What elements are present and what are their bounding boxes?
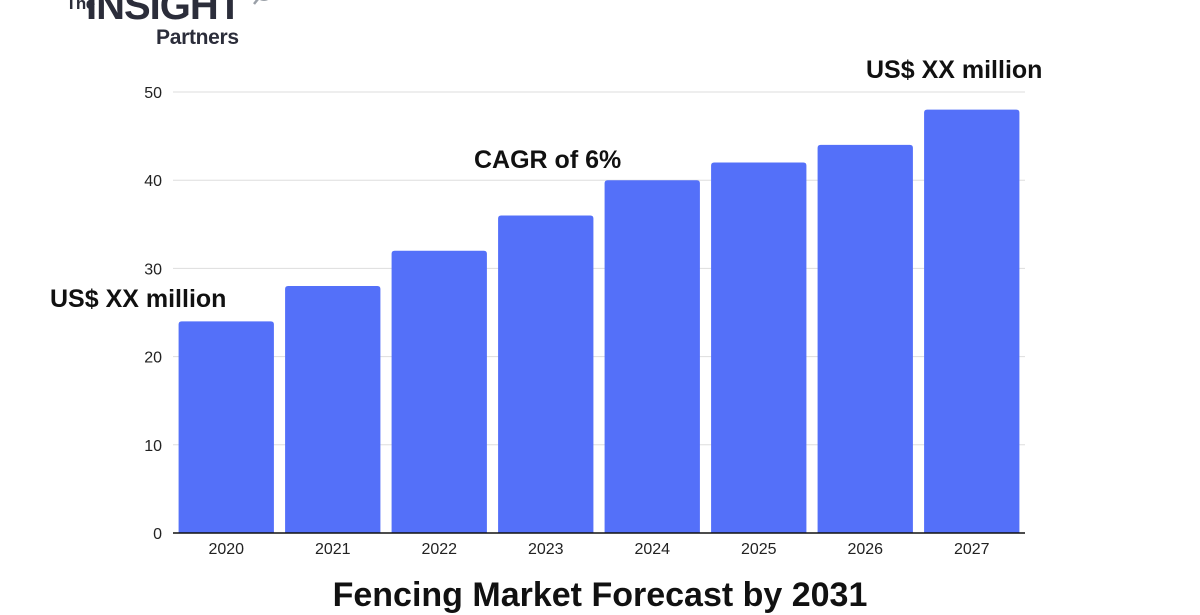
y-tick-label: 30 bbox=[144, 261, 162, 278]
x-tick-label: 2021 bbox=[315, 541, 351, 558]
y-tick-label: 20 bbox=[144, 350, 162, 367]
bar bbox=[711, 162, 807, 533]
logo-the-text: The bbox=[66, 0, 95, 13]
x-tick-label: 2024 bbox=[634, 541, 670, 558]
annotation-cagr: CAGR of 6% bbox=[474, 146, 622, 174]
bar-chart: 0 10 20 30 40 50 2020 2021 2022 2023 2024 2025 2026 2… bbox=[144, 85, 1025, 558]
x-tick-label: 2025 bbox=[741, 541, 777, 558]
bar bbox=[498, 215, 594, 534]
bar bbox=[391, 250, 487, 533]
x-tick-label: 2023 bbox=[528, 541, 564, 558]
y-tick-label: 0 bbox=[153, 526, 162, 543]
bar bbox=[817, 144, 913, 534]
logo-insight-text: INSIGHT bbox=[86, 0, 242, 28]
bar bbox=[178, 321, 274, 533]
x-tick-label: 2027 bbox=[954, 541, 990, 558]
annotation-start-value: US$ XX million bbox=[50, 285, 227, 313]
x-tick-label: 2020 bbox=[208, 541, 244, 558]
y-tick-label: 40 bbox=[144, 173, 162, 190]
x-tick-label: 2022 bbox=[421, 541, 457, 558]
y-tick-label: 10 bbox=[144, 438, 162, 455]
chart-title: Fencing Market Forecast by 2031 bbox=[332, 576, 868, 614]
annotation-end-value: US$ XX million bbox=[866, 56, 1043, 84]
x-tick-label: 2026 bbox=[847, 541, 883, 558]
bar bbox=[285, 286, 381, 533]
magnifier-icon bbox=[253, 0, 269, 5]
bar bbox=[604, 180, 700, 533]
brand-logo: The INSIGHT Partners bbox=[62, 0, 292, 50]
bar bbox=[924, 109, 1020, 533]
y-tick-label: 50 bbox=[144, 85, 162, 102]
logo-partners-text: Partners bbox=[156, 26, 239, 49]
